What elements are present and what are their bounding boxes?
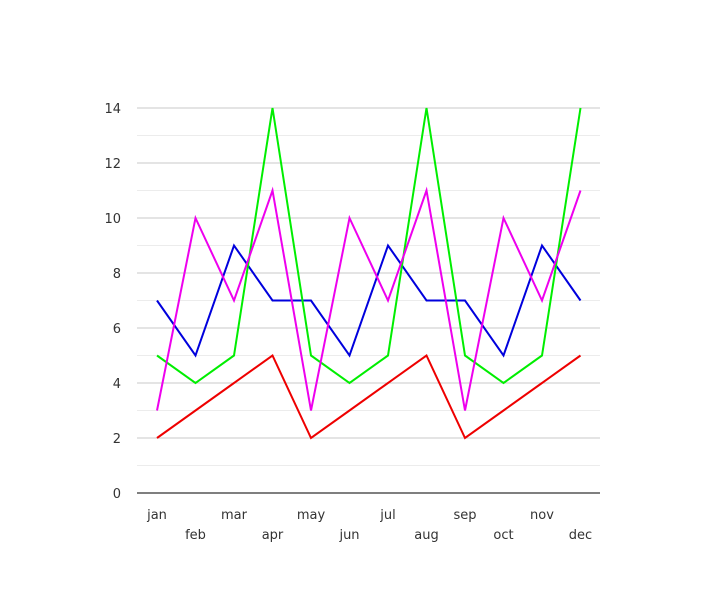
y-tick-label: 4 (113, 377, 121, 392)
x-tick-label: jul (379, 508, 395, 523)
x-tick-label: oct (493, 528, 513, 543)
grid-lines (137, 107, 600, 466)
y-tick-label: 10 (104, 212, 121, 227)
y-tick-label: 14 (104, 102, 121, 117)
x-tick-label: feb (185, 528, 206, 543)
series-line-2 (156, 107, 582, 385)
y-tick-label: 0 (113, 487, 121, 502)
x-tick-label: apr (262, 528, 284, 543)
y-tick-labels: 0 2 4 6 8 10 12 14 (104, 102, 121, 502)
x-tick-label: jan (146, 508, 167, 523)
series-line-3 (156, 186, 582, 411)
y-tick-label: 8 (113, 267, 121, 282)
x-tick-label: aug (414, 528, 438, 543)
series-line-1 (156, 243, 582, 358)
x-tick-label: mar (221, 508, 248, 523)
x-tick-label: nov (530, 508, 554, 523)
y-tick-label: 6 (113, 322, 121, 337)
y-tick-label: 2 (113, 432, 121, 447)
x-tick-label: sep (453, 508, 476, 523)
x-tick-label: dec (569, 528, 592, 543)
series-group (156, 107, 582, 440)
y-tick-label: 12 (104, 157, 121, 172)
x-tick-label: may (297, 508, 326, 523)
series-line-4 (156, 353, 582, 440)
x-tick-label: jun (338, 528, 359, 543)
